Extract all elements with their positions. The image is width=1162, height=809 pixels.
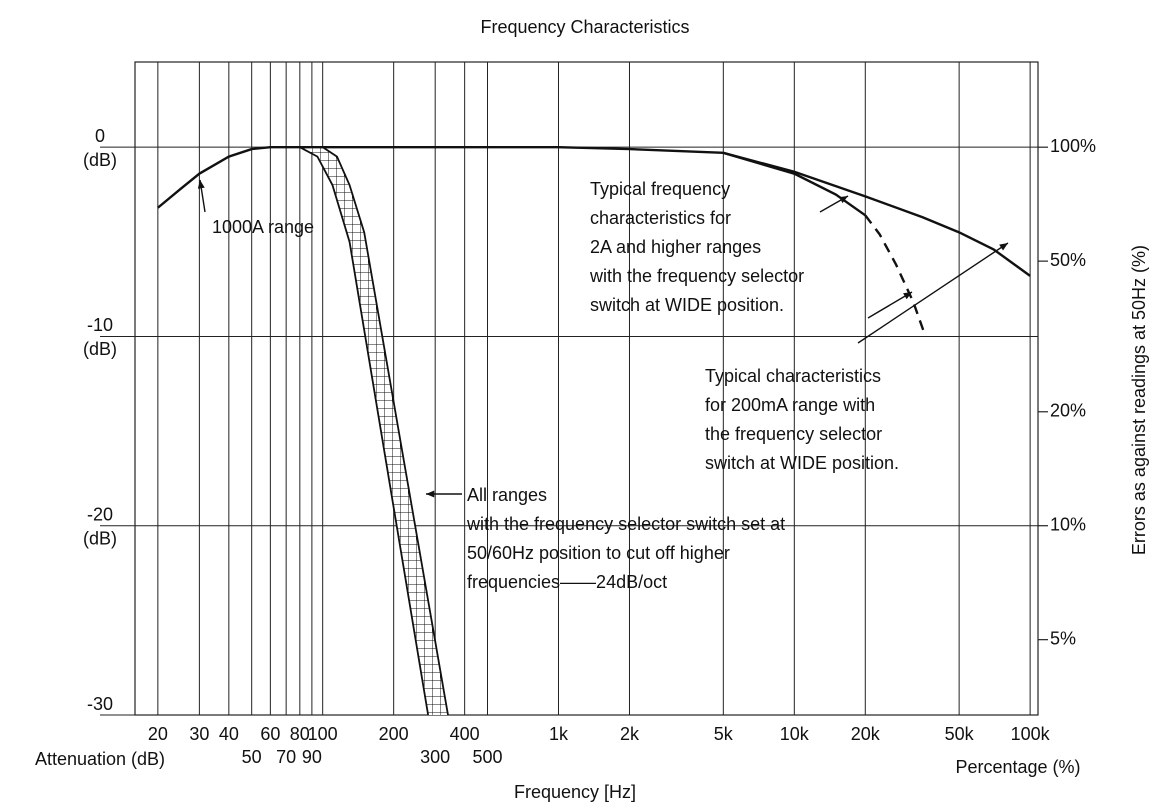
x-tick-label: 500: [472, 747, 502, 767]
y2-tick-label: 5%: [1050, 628, 1076, 648]
y-tick-label: -20: [87, 504, 113, 524]
annotation: 1000A range: [212, 217, 314, 237]
x-tick-label: 5k: [714, 724, 734, 744]
y2-tick-label: 50%: [1050, 250, 1086, 270]
x-tick-label: 2k: [620, 724, 640, 744]
x-tick-label: 20: [148, 724, 168, 744]
x-tick-label: 400: [450, 724, 480, 744]
annotation: switch at WIDE position.: [590, 295, 784, 315]
annotation: with the frequency selector switch set a…: [466, 514, 785, 534]
x-tick-label: 80: [290, 724, 310, 744]
y2-tick-label: 100%: [1050, 136, 1096, 156]
annotation: All ranges: [467, 485, 547, 505]
annotation: Typical frequency: [590, 179, 730, 199]
x-tick-label: 20k: [851, 724, 881, 744]
annotation: characteristics for: [590, 208, 731, 228]
y-tick-unit: (dB): [83, 528, 117, 548]
x-tick-label: 1k: [549, 724, 569, 744]
annotation-arrow: [867, 291, 913, 319]
annotation: switch at WIDE position.: [705, 453, 899, 473]
y-tick-label: 0: [95, 126, 105, 146]
arrow-head: [839, 196, 848, 204]
curve: [157, 145, 559, 209]
arrow-head: [426, 490, 435, 498]
curve: [558, 145, 1031, 277]
x-axis-label: Frequency [Hz]: [514, 782, 636, 802]
y-axis-label: Attenuation (dB): [35, 749, 165, 769]
y2-axis-label: Percentage (%): [955, 757, 1080, 777]
x-tick-label: 300: [420, 747, 450, 767]
y-tick-label: -10: [87, 315, 113, 335]
annotation: 2A and higher ranges: [590, 237, 761, 257]
arrow-head: [903, 292, 912, 300]
arrow-head: [999, 243, 1008, 251]
x-tick-label: 200: [379, 724, 409, 744]
y2-tick-label: 10%: [1050, 514, 1086, 534]
x-tick-label: 50k: [945, 724, 975, 744]
band-fill: [299, 147, 449, 715]
x-tick-label: 50: [242, 747, 262, 767]
curve: [722, 151, 866, 217]
x-tick-label: 90: [302, 747, 322, 767]
x-tick-label: 40: [219, 724, 239, 744]
y-tick-label: -30: [87, 694, 113, 714]
chart-title: Frequency Characteristics: [480, 17, 689, 37]
annotation: for 200mA range with: [705, 395, 875, 415]
y2-axis-title: Errors as against readings at 50Hz (%): [1129, 245, 1149, 555]
curve: [864, 214, 927, 337]
annotation-arrow: [857, 242, 1009, 344]
arrow-head: [197, 180, 205, 189]
x-tick-label: 60: [260, 724, 280, 744]
y-tick-unit: (dB): [83, 339, 117, 359]
annotation: Typical characteristics: [705, 366, 881, 386]
x-tick-label: 100k: [1011, 724, 1051, 744]
y-tick-unit: (dB): [83, 150, 117, 170]
x-tick-label: 10k: [780, 724, 810, 744]
curve: [299, 146, 430, 716]
x-tick-label: 100: [308, 724, 338, 744]
annotation: the frequency selector: [705, 424, 882, 444]
y2-tick-label: 20%: [1050, 401, 1086, 421]
annotation: with the frequency selector: [589, 266, 804, 286]
x-tick-label: 70: [276, 747, 296, 767]
x-tick-label: 30: [189, 724, 209, 744]
annotation: frequencies——24dB/oct: [467, 572, 667, 592]
annotation: 50/60Hz position to cut off higher: [467, 543, 730, 563]
curve: [322, 146, 449, 716]
